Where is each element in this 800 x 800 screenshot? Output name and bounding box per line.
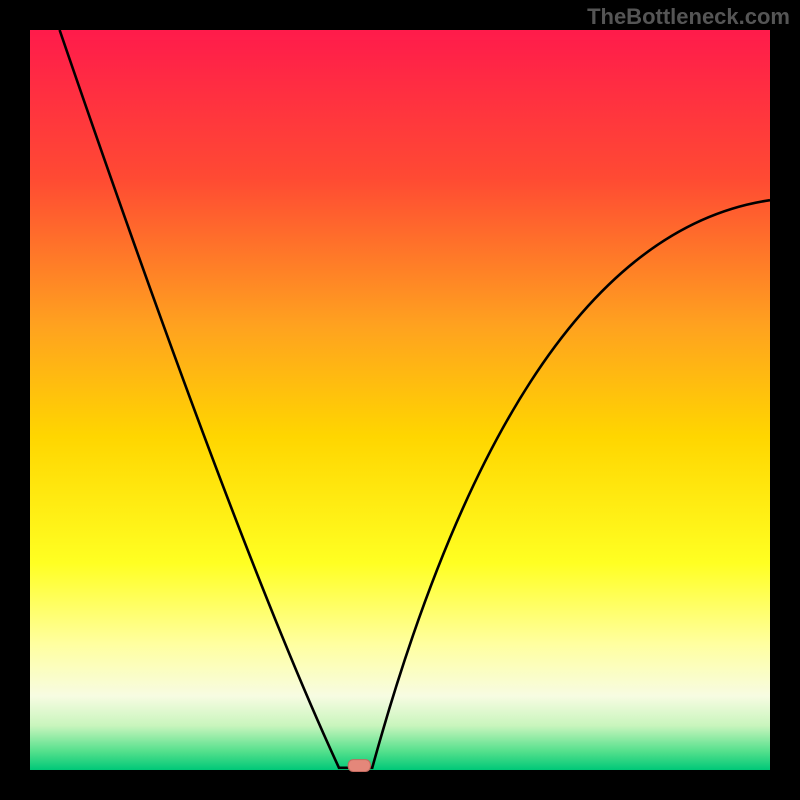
chart-frame: TheBottleneck.com [0, 0, 800, 800]
bottleneck-chart [0, 0, 800, 800]
watermark-text: TheBottleneck.com [587, 4, 790, 30]
minimum-marker [348, 760, 370, 772]
plot-background [30, 30, 770, 770]
